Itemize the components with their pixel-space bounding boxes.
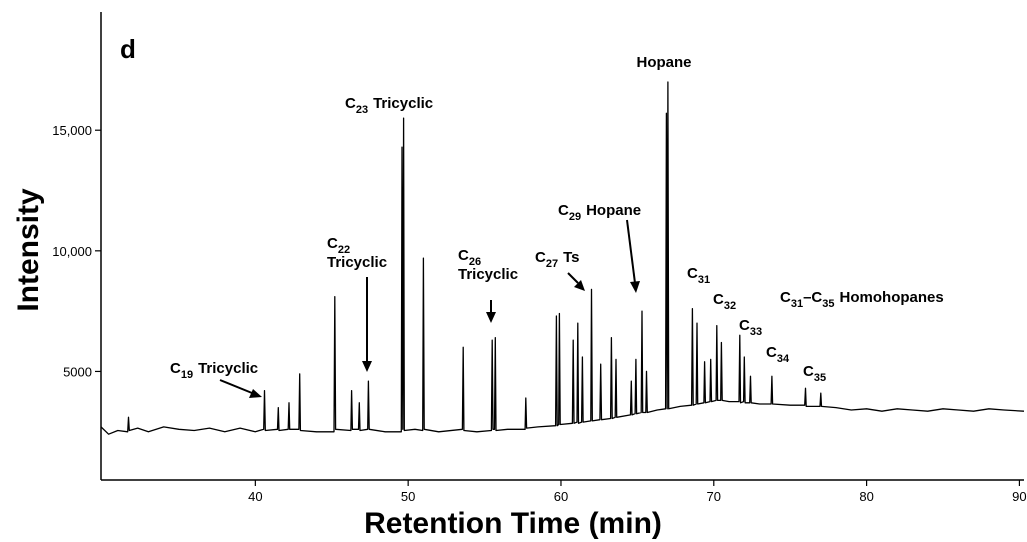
annotation-subscript: 33	[750, 326, 762, 338]
annotation: C34	[766, 344, 790, 365]
annotation-subscript: 23	[356, 104, 368, 116]
arrows	[219, 219, 640, 398]
annotation: Tricyclic	[327, 254, 387, 271]
annotation-text: Homohopanes	[840, 289, 944, 306]
annotation-text: C	[766, 344, 777, 361]
annotation: C19 Tricyclic	[170, 360, 258, 381]
trace	[100, 81, 1025, 435]
annotation: C22	[327, 235, 350, 256]
annotation-text: Tricyclic	[327, 254, 387, 271]
x-tick-label: 80	[859, 489, 873, 504]
annotation-text: C	[535, 249, 546, 266]
annotation-text: Tricyclic	[373, 95, 433, 112]
annotation: C32	[713, 291, 736, 312]
annotation-subscript: 31	[698, 274, 710, 286]
annotation-text: Hopane	[586, 202, 641, 219]
annotation-text: C	[780, 289, 791, 306]
annotation-subscript: 27	[546, 258, 558, 270]
annotation: Tricyclic	[458, 266, 518, 283]
y-tick-label: 10,000	[52, 244, 92, 259]
annotation-text: C	[558, 202, 569, 219]
annotation: Hopane	[636, 54, 691, 71]
annotation-text: C	[327, 235, 338, 252]
annotation-text: C	[803, 363, 814, 380]
annotation-subscript: 35	[822, 298, 834, 310]
annotation-subscript: 19	[181, 369, 193, 381]
annotation-subscript: 35	[814, 372, 826, 384]
annotation-text: Ts	[563, 249, 579, 266]
x-tick-label: 40	[248, 489, 262, 504]
annotation-text: C	[170, 360, 181, 377]
annotation-text: C	[458, 247, 469, 264]
annotation-subscript: 34	[777, 353, 790, 365]
panel-label: d	[120, 34, 136, 64]
annotation-subscript: 31	[791, 298, 803, 310]
annotation: C31	[687, 265, 710, 286]
annotation: C23 Tricyclic	[345, 95, 433, 116]
annotation-text: C	[739, 317, 750, 334]
annotation: C26	[458, 247, 481, 268]
annotation: C33	[739, 317, 762, 338]
x-tick-label: 50	[401, 489, 415, 504]
x-tick-label: 90	[1012, 489, 1026, 504]
x-tick-label: 70	[707, 489, 721, 504]
annotation-text: C	[345, 95, 356, 112]
annotation-text: C	[713, 291, 724, 308]
annotation: C27 Ts	[535, 249, 580, 270]
annotation: C31–C35 Homohopanes	[780, 289, 944, 310]
x-axis-label: Retention Time (min)	[364, 507, 662, 540]
annotation: C35	[803, 363, 826, 384]
y-tick-label: 15,000	[52, 123, 92, 138]
annotation-text: C	[687, 265, 698, 282]
annotation-subscript: 29	[569, 211, 581, 223]
annotation-text: Hopane	[636, 54, 691, 71]
annotation-subscript: 26	[469, 256, 481, 268]
annotation-text: Tricyclic	[198, 360, 258, 377]
y-axis-label: Intensity	[12, 188, 45, 312]
x-tick-label: 60	[554, 489, 568, 504]
annotation-subscript: 22	[338, 244, 350, 256]
annotation-text: Tricyclic	[458, 266, 518, 283]
annotation-text: –C	[803, 289, 822, 306]
y-tick-label: 5000	[63, 364, 92, 379]
annotation: C29 Hopane	[558, 202, 641, 223]
annotation-subscript: 32	[724, 300, 736, 312]
